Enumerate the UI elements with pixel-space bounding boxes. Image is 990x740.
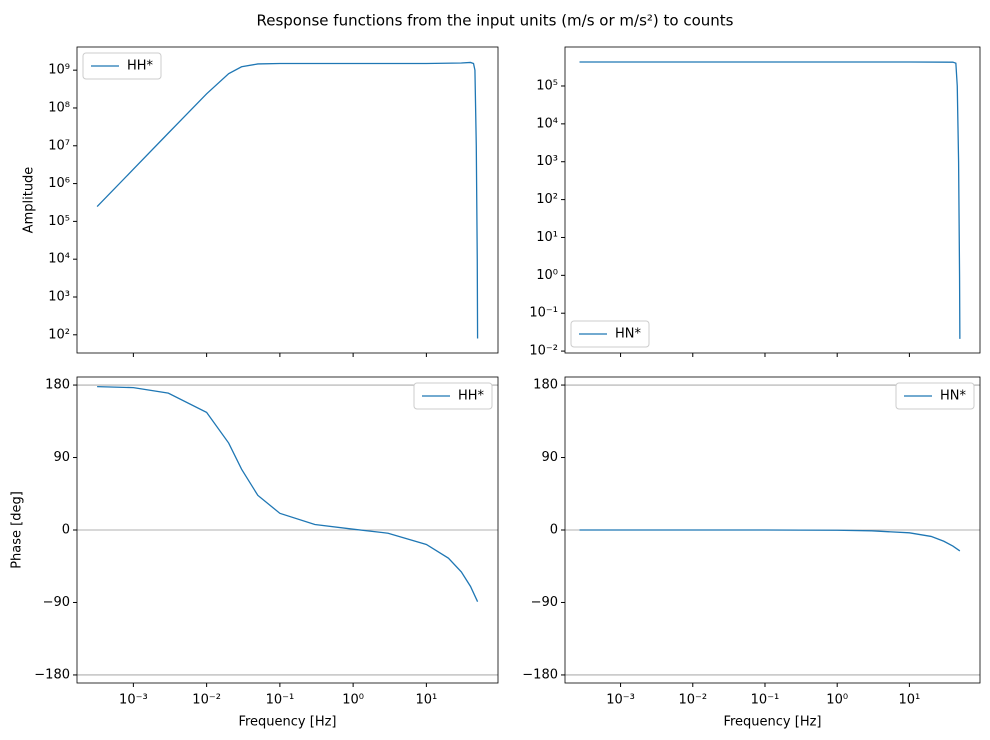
y-tick-label: 10⁰ [536, 268, 558, 283]
y-tick-label: 10¹ [536, 230, 558, 245]
y-axis-label: Phase [deg] [10, 491, 25, 569]
legend: HN* [895, 382, 975, 410]
series-line [97, 386, 479, 602]
y-tick-label: 0 [550, 523, 558, 538]
series-line [96, 61, 479, 339]
y-tick-label: 10⁵ [536, 78, 558, 93]
y-tick-label: −180 [522, 667, 558, 682]
figure-title: Response functions from the input units … [256, 12, 733, 30]
legend: HH* [82, 52, 162, 80]
x-tick-label: 10¹ [899, 693, 921, 708]
y-axis-label: Amplitude [22, 167, 37, 234]
plot-frame [564, 46, 981, 354]
x-tick-label: 10⁻² [192, 693, 221, 708]
y-tick-label: 90 [53, 450, 70, 465]
y-tick-label: 10² [48, 327, 70, 342]
x-tick-label: 10⁻³ [606, 693, 635, 708]
legend-label: HH* [458, 389, 485, 404]
y-tick-label: 180 [45, 378, 70, 393]
series-line [579, 61, 961, 339]
y-tick-label: −90 [43, 595, 70, 610]
y-tick-label: −180 [34, 667, 70, 682]
y-tick-label: 10⁶ [48, 176, 70, 191]
y-tick-label: 0 [62, 523, 70, 538]
y-tick-label: 10⁻¹ [529, 306, 558, 321]
y-tick-label: 90 [541, 450, 558, 465]
x-tick-label: 10⁻³ [119, 693, 148, 708]
legend-box [413, 382, 493, 410]
y-tick-label: 10³ [536, 154, 558, 169]
y-tick-label: 10⁸ [48, 100, 70, 115]
x-tick-label: 10⁰ [826, 693, 848, 708]
y-tick-label: 10⁴ [48, 252, 70, 267]
x-axis-label: Frequency [Hz] [723, 715, 821, 730]
legend: HN* [570, 320, 650, 348]
legend: HH* [413, 382, 493, 410]
x-tick-label: 10¹ [415, 693, 437, 708]
legend-label: HN* [615, 327, 642, 342]
y-tick-label: 10² [536, 192, 558, 207]
plot-frame [564, 376, 981, 684]
legend-label: HH* [127, 59, 154, 74]
y-tick-label: 180 [533, 378, 558, 393]
y-tick-label: 10⁻² [529, 344, 558, 359]
x-tick-label: 10⁰ [342, 693, 364, 708]
y-tick-label: −90 [531, 595, 558, 610]
x-tick-label: 10⁻¹ [751, 693, 780, 708]
y-tick-label: 10⁴ [536, 116, 558, 131]
series-line [579, 529, 961, 552]
legend-box [570, 320, 650, 348]
y-tick-label: 10⁹ [48, 63, 70, 78]
legend-label: HN* [940, 389, 967, 404]
y-tick-label: 10⁵ [48, 214, 70, 229]
x-tick-label: 10⁻² [678, 693, 707, 708]
plot-frame [76, 376, 499, 684]
legend-box [82, 52, 162, 80]
plot-frame [76, 46, 499, 354]
y-tick-label: 10⁷ [48, 138, 70, 153]
x-axis-label: Frequency [Hz] [238, 715, 336, 730]
legend-box [895, 382, 975, 410]
x-tick-label: 10⁻¹ [266, 693, 295, 708]
y-tick-label: 10³ [48, 289, 70, 304]
